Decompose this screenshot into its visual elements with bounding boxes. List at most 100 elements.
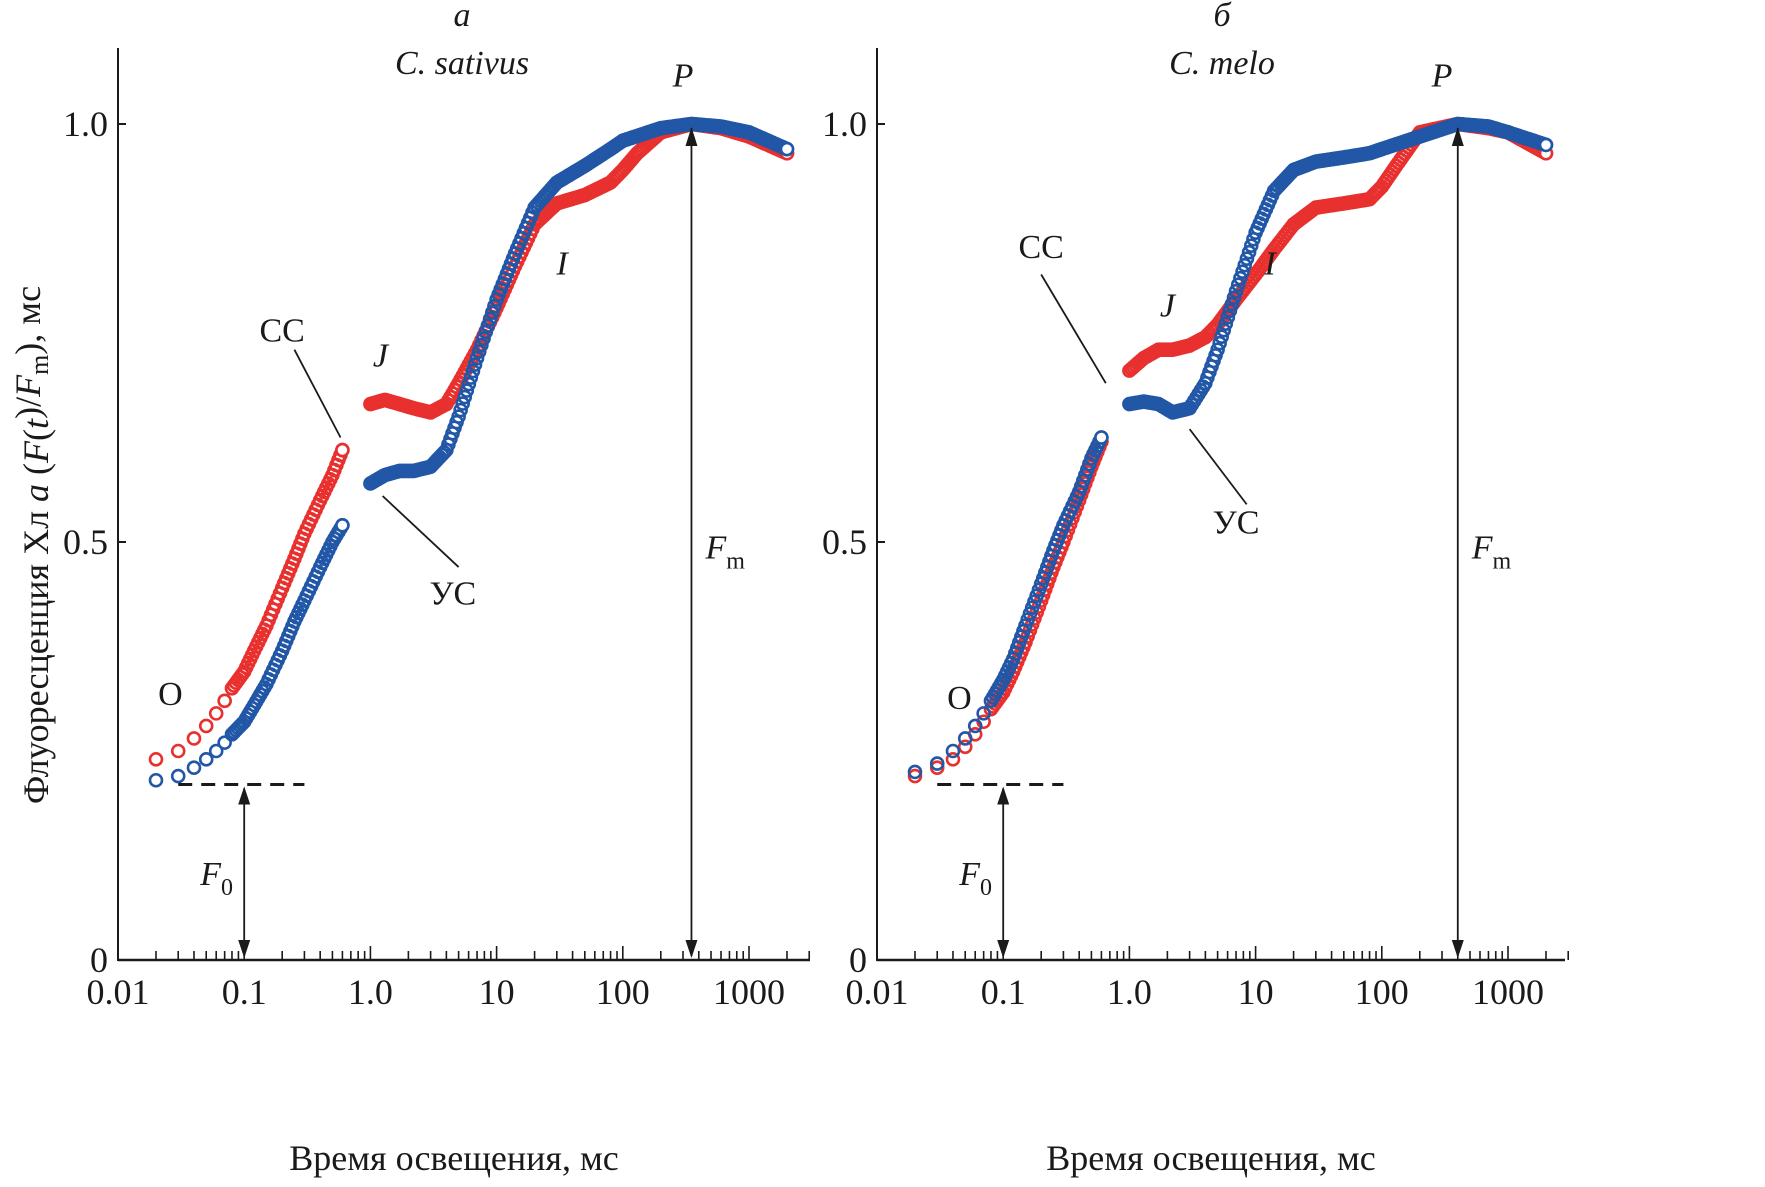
data-point — [1218, 316, 1234, 332]
annotation-us: УС — [1213, 505, 1260, 542]
data-point-end — [779, 141, 795, 157]
data-point — [907, 768, 923, 784]
y-tick-label: 1.0 — [822, 104, 867, 144]
f0-label: F0 — [958, 856, 992, 901]
y-tick-label: 0 — [90, 940, 108, 980]
data-point — [453, 402, 468, 418]
data-point — [1212, 335, 1227, 351]
data-point-end — [1538, 137, 1554, 153]
x-tick-label: 10 — [479, 972, 515, 1012]
annotation-o: O — [158, 676, 183, 713]
f0-arrow-head-down — [997, 940, 1010, 958]
data-point — [1216, 322, 1232, 338]
f0-label: F0 — [199, 856, 233, 901]
data-point — [457, 389, 473, 405]
data-point — [945, 752, 961, 767]
y-tick-label: 0.5 — [63, 522, 108, 562]
fm-arrow-head-down — [685, 940, 698, 958]
x-tick-label: 0.1 — [981, 972, 1026, 1012]
data-point — [482, 311, 498, 327]
panel-letter: а — [454, 0, 471, 34]
x-tick-label: 10 — [1238, 972, 1274, 1012]
data-point — [1241, 244, 1257, 260]
annotation-p: P — [672, 57, 694, 94]
fm-label: Fm — [1471, 530, 1512, 575]
data-point — [480, 318, 496, 333]
data-point — [967, 718, 983, 734]
x-axis-title: Время освещения, мс — [289, 1138, 619, 1178]
data-point — [469, 350, 485, 366]
series-cc — [148, 116, 795, 767]
fm-label: Fm — [704, 530, 745, 575]
data-point-end — [335, 517, 350, 533]
data-point — [459, 383, 475, 398]
x-tick-label: 1000 — [1472, 972, 1544, 1012]
data-point — [476, 331, 491, 346]
data-point — [1237, 257, 1253, 273]
annotation-p: P — [1431, 57, 1453, 94]
y-axis-title: Флуоресценция Хл a (F(t)/Fm), мс — [8, 286, 56, 804]
data-point — [1228, 283, 1244, 299]
data-point — [148, 752, 164, 767]
f0-arrow-head-up — [238, 786, 251, 805]
data-point — [217, 735, 232, 750]
data-point — [451, 409, 466, 424]
y-tick-label: 0.5 — [822, 522, 867, 562]
f0-arrow-head-down — [238, 940, 251, 958]
x-tick-label: 100 — [1355, 972, 1409, 1012]
annotation-j: J — [373, 337, 390, 374]
panel-title: C. melo — [1169, 45, 1275, 82]
series-us — [148, 116, 795, 788]
annotation-cc: СС — [1019, 229, 1064, 266]
data-point — [474, 337, 489, 353]
data-point — [1235, 264, 1250, 279]
annotation-i: I — [555, 245, 569, 282]
data-point — [929, 760, 945, 776]
data-point — [1210, 342, 1225, 358]
data-point — [198, 752, 214, 767]
data-point — [198, 718, 214, 734]
annotation-i: I — [1263, 245, 1277, 282]
cc-leader-line — [1040, 274, 1107, 384]
y-tick-label: 1.0 — [63, 104, 108, 144]
data-point — [455, 396, 471, 411]
x-tick-label: 100 — [596, 972, 650, 1012]
panel-letter: б — [1213, 0, 1232, 34]
data-point — [186, 731, 202, 746]
data-point — [217, 693, 232, 709]
data-point — [478, 324, 494, 340]
fm-arrow-head-down — [1451, 940, 1464, 958]
data-point — [465, 363, 481, 379]
data-point — [976, 706, 991, 721]
data-point — [1222, 303, 1238, 319]
data-point — [170, 743, 186, 759]
us-leader-line — [1188, 428, 1248, 505]
data-point — [957, 731, 973, 746]
data-point — [186, 760, 202, 776]
x-tick-label: 1000 — [713, 972, 785, 1012]
panel-title: C. sativus — [395, 45, 529, 82]
data-point — [467, 357, 483, 372]
data-point — [1233, 270, 1248, 286]
data-point — [1243, 238, 1259, 253]
f0-arrow-head-up — [997, 786, 1010, 805]
data-point — [1226, 290, 1242, 306]
data-point — [1220, 309, 1236, 325]
cc-leader-line — [293, 349, 342, 438]
panel-a: 0 0.5 1.0 0.01 0.1 1.0 10 100 1000 Время освещени… — [63, 0, 811, 1178]
us-leader-line — [382, 495, 460, 568]
data-point — [945, 743, 961, 759]
y-tick-label: 0 — [849, 940, 867, 980]
data-point-end — [335, 442, 350, 458]
x-tick-label: 0.01 — [846, 972, 909, 1012]
data-point — [929, 756, 945, 771]
annotation-us: УС — [429, 576, 476, 613]
data-point — [957, 739, 973, 755]
annotation-j: J — [1160, 287, 1177, 324]
series-us — [907, 116, 1554, 780]
x-tick-label: 0.01 — [87, 972, 150, 1012]
x-axis-title: Время освещения, мс — [1046, 1138, 1376, 1178]
data-point — [463, 370, 479, 385]
data-point — [471, 344, 487, 359]
data-point — [170, 768, 186, 784]
